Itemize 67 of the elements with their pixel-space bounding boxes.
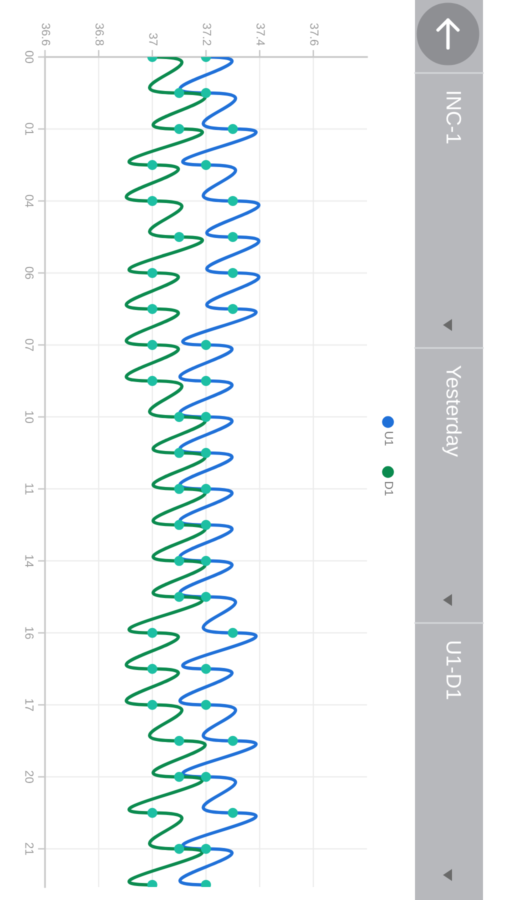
y-tick-label: 16 [25,627,34,639]
point [147,700,158,710]
point [200,340,212,350]
point [200,484,212,494]
legend-label: D1 [384,482,394,496]
y-tick-label: 21 [25,842,34,855]
text: U1-D1 [446,642,461,700]
point [200,520,212,530]
point [200,160,212,170]
point [147,196,158,206]
point [147,160,158,170]
point [200,412,212,422]
y-tick-label: 04 [25,194,34,208]
point [147,376,158,386]
point [228,808,238,818]
y-tick-label: 17 [25,699,34,711]
point [200,448,212,458]
point [200,844,212,854]
point [174,592,184,602]
point [174,556,184,566]
y-tick-label: 01 [25,122,34,135]
point [174,412,184,422]
point [228,736,238,746]
point [174,448,184,458]
point [147,340,158,350]
point [228,196,238,206]
point [200,664,212,674]
point [174,772,184,782]
point [147,304,158,314]
point [147,628,158,638]
point [200,88,212,98]
point [228,232,238,242]
point [228,268,238,278]
point [174,736,184,746]
x-tick-label: 37.2 [202,23,212,46]
text: INC-1 [446,92,462,144]
y-tick-label: 20 [25,770,34,783]
point [228,304,238,314]
x-tick-label: 37.6 [310,23,319,46]
x-tick-label: 37 [149,33,158,46]
point [147,664,158,674]
point [147,808,158,818]
point [174,124,184,134]
y-tick-label: 06 [25,266,34,280]
point [174,232,184,242]
point [174,484,184,494]
point [228,124,238,134]
point [200,556,212,566]
y-tick-label: 11 [25,484,34,494]
y-tick-label: 00 [25,50,34,64]
point [174,520,184,530]
x-tick-label: 36.8 [96,23,104,46]
y-tick-label: 10 [25,411,34,424]
y-tick-label: 07 [25,338,34,351]
x-tick-label: 37.4 [256,23,265,46]
point [200,376,212,386]
legend-label: U1 [384,432,394,446]
point [174,844,184,854]
point [228,628,238,638]
point [147,268,158,278]
point [200,700,212,710]
point [200,772,212,782]
point [174,88,184,98]
text: Yesterday [442,365,462,457]
x-tick-label: 36.6 [42,23,50,46]
y-tick-label: 14 [25,555,34,568]
point [200,592,212,602]
